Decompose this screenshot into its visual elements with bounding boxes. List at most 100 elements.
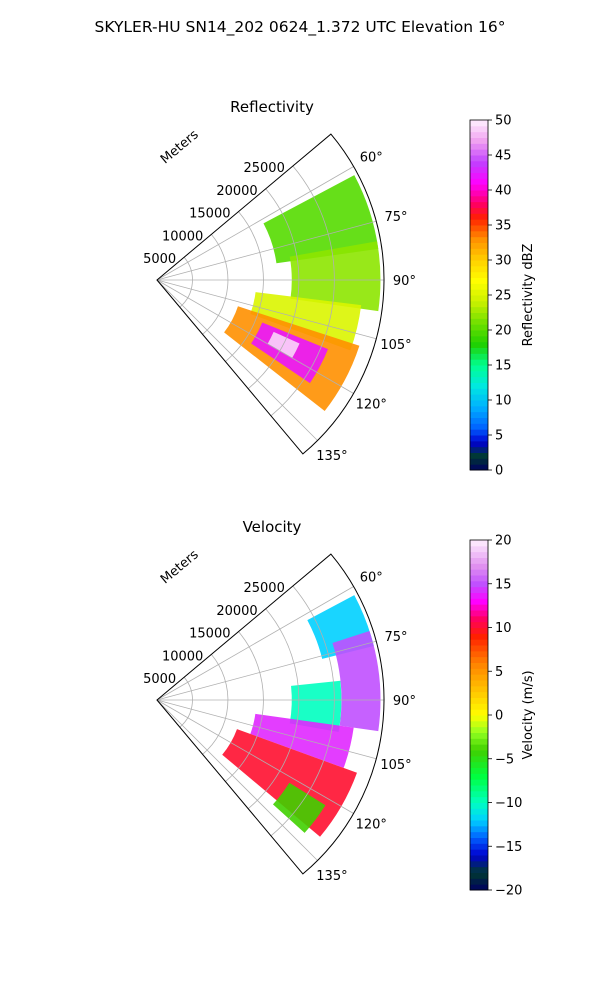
colorbar-band [470,697,488,704]
colorbar-band [470,341,488,348]
colorbar-band [470,645,488,652]
colorbar-band [470,615,488,623]
colorbar-band [470,575,488,582]
range-tick-label: 10000 [162,649,203,664]
colorbar-band [470,563,488,570]
colorbar-band [470,201,488,208]
colorbar-band [470,545,488,553]
colorbar-band [470,265,488,273]
colorbar-band [470,738,488,745]
colorbar-tick-label: 20 [495,324,512,339]
colorbar-band [470,720,488,728]
colorbar-band [470,440,488,448]
colorbar-band [470,598,488,605]
colorbar-band [470,120,488,127]
azimuth-tick-label: 135° [316,449,347,464]
colorbar-band [470,417,488,424]
colorbar-band [470,254,488,261]
colorbar-band [470,277,488,284]
colorbar-band [470,184,488,191]
colorbar-band [470,878,488,885]
velocity-panel: Velocity 5000 10000 15000 20000 25000 Meters 60… [143,518,536,899]
colorbar-band [470,359,488,366]
colorbar-band [470,872,488,879]
colorbar-band [470,149,488,156]
colorbar-band [470,178,488,185]
field-region-1 [332,630,381,732]
colorbar-band [470,429,488,436]
azimuth-line-1 [156,220,377,281]
panel-title: Velocity [243,518,302,536]
colorbar-band [470,551,488,558]
colorbar-band [470,446,488,453]
colorbar-band [470,779,488,786]
colorbar-band [470,248,488,255]
colorbar-band [470,324,488,331]
colorbar-band [470,382,488,389]
colorbar-band [470,207,488,214]
azimuth-tick-label: 90° [393,274,416,289]
range-ring-3 [247,188,300,389]
radial-axis-label: Meters [158,547,202,587]
colorbar-tick-label: 10 [495,394,512,409]
colorbar-band [470,831,488,838]
colorbar-band [470,464,488,471]
colorbar-tick-label: 35 [495,219,512,234]
colorbar-tick-label: 40 [495,184,512,199]
azimuth-tick-label: 75° [384,630,407,645]
azimuth-line-5 [156,699,318,861]
colorbar-band [470,330,488,337]
colorbar-band [470,213,488,220]
colorbar-band [470,837,488,844]
colorbar-band [470,137,488,144]
colorbar-band [470,190,488,197]
colorbar: 0 5 10 15 20 25 30 35 40 45 50 Reflectivity dBZ [469,114,536,479]
field-region-5 [272,782,326,833]
colorbar-band [470,289,488,296]
colorbar-band [470,843,488,850]
colorbar-band [470,540,488,547]
azimuth-tick-label: 60° [360,570,383,585]
sector-frame [156,553,385,875]
azimuth-tick-label: 120° [356,818,387,833]
colorbar: −20 −15 −10 −5 0 5 10 15 20 Velocity (m/s) [469,534,536,899]
azimuth-tick-label: 75° [384,210,407,225]
colorbar-band [470,365,488,372]
colorbar-tick-label: −15 [495,840,522,855]
azimuth-tick-label: 105° [380,758,411,773]
range-tick-label: 10000 [162,229,203,244]
colorbar-band [470,400,488,407]
figure-title: SKYLER-HU SN14_202 0624_1.372 UTC Elevat… [95,18,506,37]
colorbar-band [470,633,488,640]
azimuth-line-5 [156,279,318,441]
colorbar-band [470,790,488,798]
colorbar-band [470,557,488,564]
colorbar-band [470,627,488,634]
colorbar-band [470,855,488,862]
colorbar-band [470,866,488,873]
colorbar-tick-label: 0 [495,709,503,724]
colorbar-band [470,569,488,576]
colorbar-band [470,242,488,249]
colorbar-band [470,674,488,681]
colorbar-band [470,750,488,757]
colorbar-band [470,639,488,646]
colorbar-band [470,125,488,133]
colorbar-band [470,394,488,401]
colorbar-band [470,388,488,395]
azimuth-tick-label: 135° [316,869,347,884]
colorbar-band [470,312,488,319]
colorbar-tick-label: −10 [495,796,522,811]
range-tick-label: 5000 [143,672,176,687]
colorbar-band [470,230,488,238]
range-ring-3 [247,608,300,809]
range-ring-1 [202,234,229,335]
azimuth-tick-label: 90° [393,694,416,709]
colorbar-band [470,755,488,763]
colorbar-band [470,796,488,803]
colorbar-band [470,604,488,611]
colorbar-band [470,376,488,383]
range-tick-label: 20000 [216,184,257,199]
colorbar-band [470,219,488,226]
colorbar-band [470,295,488,302]
